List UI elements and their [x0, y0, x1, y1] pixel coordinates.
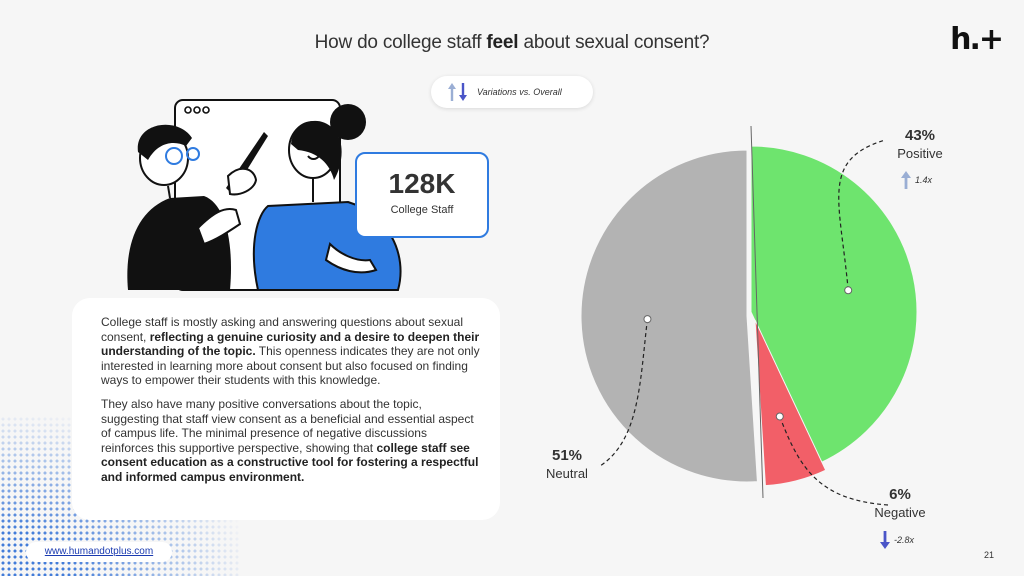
slice-label-neutral: 51% Neutral — [530, 447, 604, 483]
leader-dot-neutral — [643, 315, 652, 324]
pie-slice-negative — [754, 319, 827, 487]
summary-paragraph-1: College staff is mostly asking and answe… — [101, 315, 480, 388]
stat-value: 128K — [388, 168, 456, 199]
page-number: 21 — [983, 550, 994, 560]
leader-line-neutral — [599, 319, 649, 467]
arrow-down-icon — [880, 531, 890, 549]
leader-dot-positive — [844, 286, 853, 295]
title-emphasis: feel — [486, 32, 519, 53]
stat-label: College Staff — [390, 204, 454, 216]
page-title: How do college staff feel about sexual c… — [0, 32, 1024, 54]
website-link[interactable]: www.humandotplus.com — [26, 542, 172, 562]
variation-legend-pill: Variations vs. Overall — [431, 76, 593, 108]
slice-name-neutral: Neutral — [546, 466, 588, 481]
leader-line-positive — [838, 139, 886, 291]
slice-pct-positive: 43% — [904, 127, 936, 144]
leader-line-negative — [779, 416, 889, 506]
pie-slice-neutral — [580, 149, 758, 483]
title-suffix: about sexual consent? — [518, 32, 710, 53]
slice-pct-neutral: 51% — [551, 447, 583, 464]
p2-run-0: They also have many positive conversatio… — [101, 396, 474, 455]
p2-run-1: college staff see consent education as a… — [101, 440, 479, 484]
p1-run-2: This openness indicates they are not onl… — [101, 344, 480, 388]
up-down-arrows-icon — [448, 83, 467, 101]
stat-card: 128K College Staff — [355, 152, 489, 238]
title-prefix: How do college staff — [314, 32, 487, 53]
p1-run-1: reflecting a genuine curiosity and a des… — [101, 329, 480, 359]
pie-guide-line — [750, 125, 764, 499]
variation-negative-value: -2.8x — [894, 535, 915, 545]
slice-pct-negative: 6% — [889, 486, 911, 503]
variation-legend-label: Variations vs. Overall — [477, 87, 562, 97]
slice-label-positive: 43% Positive — [883, 127, 957, 163]
summary-text-card: College staff is mostly asking and answe… — [72, 298, 500, 520]
leader-dot-negative — [775, 412, 784, 421]
arrow-up-icon — [901, 171, 911, 189]
variation-negative: -2.8x — [879, 530, 914, 550]
slice-name-positive: Positive — [897, 146, 943, 161]
variation-positive-value: 1.4x — [915, 175, 933, 185]
pie-slice-positive — [750, 145, 918, 463]
variation-positive: 1.4x — [900, 170, 932, 190]
slice-name-negative: Negative — [874, 505, 926, 520]
summary-paragraph-2: They also have many positive conversatio… — [101, 397, 480, 485]
slice-label-negative: 6% Negative — [863, 486, 937, 522]
brand-logo: h.+ — [950, 22, 1004, 57]
p1-run-0: College staff is mostly asking and answe… — [101, 315, 463, 344]
